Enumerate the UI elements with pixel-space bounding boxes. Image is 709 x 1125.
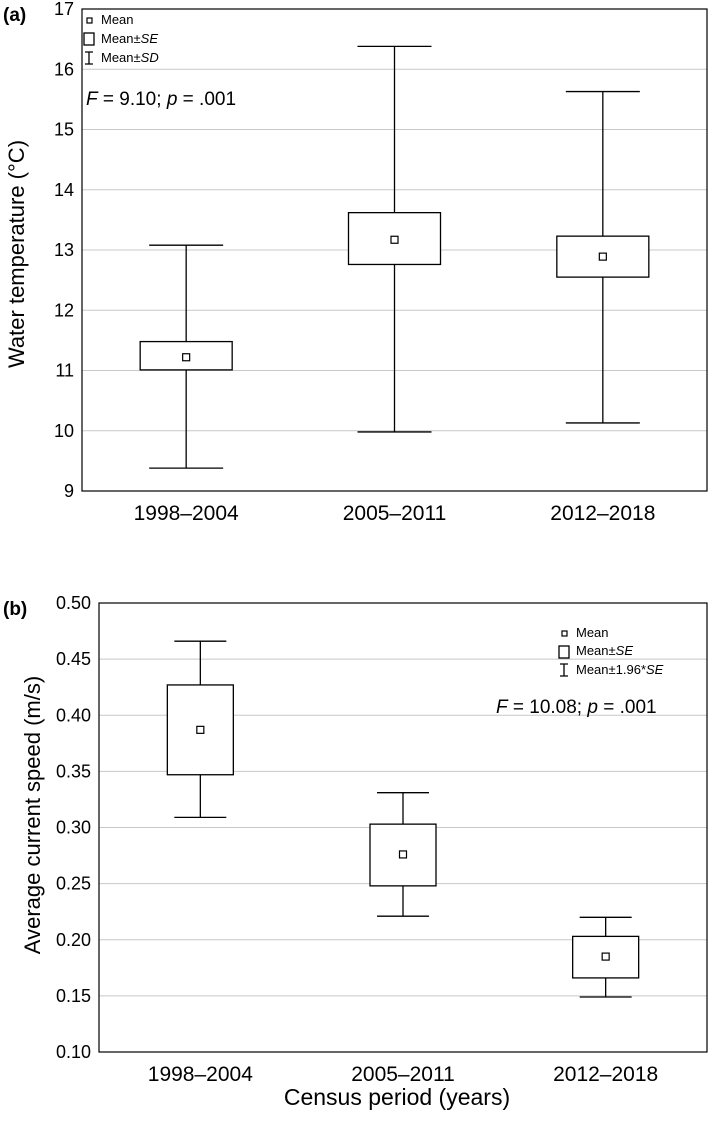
x-tick-label-b: 2012–2018: [553, 1063, 658, 1086]
x-tick-label-a: 2012–2018: [550, 502, 655, 525]
y-tick-label-a: 17: [54, 0, 74, 19]
x-tick-label-b: 2005–2011: [351, 1063, 455, 1086]
mean-marker-a: [390, 235, 399, 244]
y-tick-label-a: 16: [54, 59, 74, 79]
plot-frame-a: [81, 8, 708, 492]
y-tick-label-a: 12: [54, 300, 74, 320]
stat-annotation-a: F = 9.10; p = .001: [86, 89, 236, 110]
panel-a: (a) Water temperature (°C) 9 10 11 12 13 14 15…: [3, 0, 708, 525]
y-tick-label-b: 0.15: [56, 986, 91, 1006]
y-tick-label-b: 0.25: [56, 874, 91, 894]
y-tick-label-b: 0.35: [56, 761, 91, 781]
mean-marker-b: [601, 952, 610, 961]
legend-sd-label-a: Mean±SD: [101, 50, 159, 65]
y-tick-label-b: 0.45: [56, 649, 91, 669]
se-box-a: [347, 211, 442, 266]
x-axis-label-b: Census period (years): [284, 1084, 510, 1110]
y-tick-label-a: 15: [54, 120, 74, 140]
y-tick-label-b: 0.50: [56, 593, 91, 613]
y-tick-label-a: 13: [54, 240, 74, 260]
plot-area-a: 9 10 11 12 13 14 15 16 17 1998–2004 2005–2011 2012–…: [54, 0, 708, 525]
y-tick-label-b: 0.40: [56, 705, 91, 725]
panel-label-a: (a): [3, 5, 26, 26]
y-tick-label-a: 9: [64, 481, 74, 501]
legend-b: Mean Mean±SE Mean±1.96*SE: [558, 625, 664, 677]
plot-frame-b: [98, 602, 708, 1053]
legend-se-box-a: [83, 32, 95, 46]
mean-marker-a: [182, 353, 191, 362]
y-tick-label-b: 0.30: [56, 818, 91, 838]
legend-mean-marker-a: [86, 17, 93, 24]
se-box-b: [572, 935, 640, 979]
legend-ci-label-b: Mean±1.96*SE: [576, 662, 664, 677]
legend-mean-label-a: Mean: [101, 12, 134, 27]
mean-marker-a: [598, 252, 607, 261]
y-tick-label-a: 11: [55, 361, 74, 381]
x-tick-label-a: 1998–2004: [134, 502, 239, 525]
legend-ci-whisker-b: [560, 663, 568, 677]
legend-sd-whisker-a: [85, 51, 93, 65]
plot-area-b: 0.10 0.15 0.20 0.25 0.30 0.35 0.40 0.45 0.50 1998…: [56, 593, 708, 1086]
panel-b: (b) Average current speed (m/s) 0.10 0.15…: [3, 593, 708, 1110]
mean-marker-b: [398, 850, 408, 859]
x-tick-label-a: 2005–2011: [343, 502, 447, 525]
y-axis-label-a: Water temperature (°C): [4, 140, 29, 368]
y-axis-label-b: Average current speed (m/s): [20, 676, 45, 954]
legend-mean-marker-b: [561, 630, 568, 637]
se-box-b: [166, 684, 234, 776]
legend-se-box-b: [558, 645, 570, 659]
y-tick-label-a: 10: [54, 421, 74, 441]
mean-marker-b: [196, 725, 205, 734]
y-tick-label-a: 14: [54, 180, 74, 200]
y-tick-label-b: 0.20: [56, 930, 91, 950]
legend-se-label-b: Mean±SE: [576, 643, 633, 658]
panel-label-b: (b): [3, 599, 27, 620]
stat-annotation-b: F = 10.08; p = .001: [496, 697, 657, 718]
x-tick-label-b: 1998–2004: [148, 1063, 253, 1086]
legend-a: Mean Mean±SE Mean±SD: [83, 12, 159, 65]
y-tick-label-b: 0.10: [56, 1042, 91, 1062]
legend-mean-label-b: Mean: [576, 625, 609, 640]
legend-se-label-a: Mean±SE: [101, 31, 158, 46]
